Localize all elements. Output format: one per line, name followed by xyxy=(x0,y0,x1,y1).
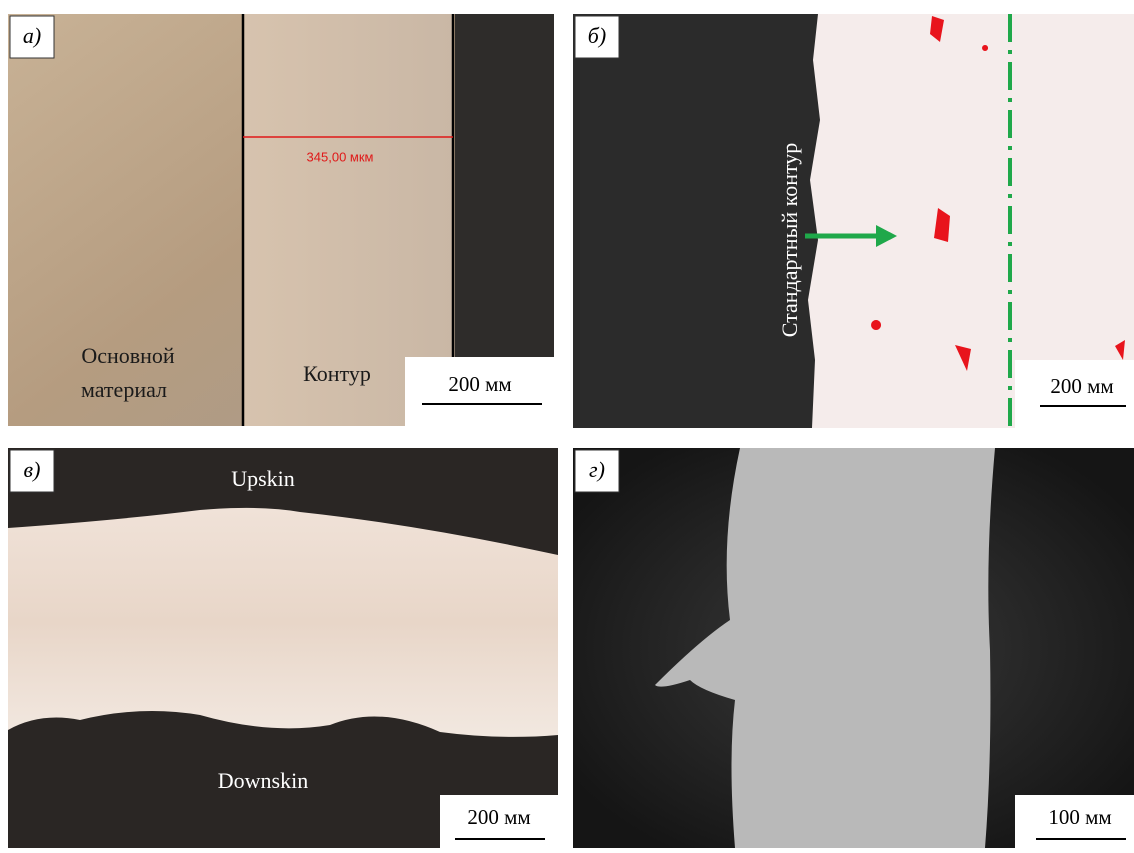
panel-b: Стандартный контур 200 мм б) xyxy=(573,14,1134,428)
annotation: Основной xyxy=(81,343,175,368)
micrograph xyxy=(8,508,558,737)
panel-d: 100 мм г) xyxy=(573,448,1134,848)
annotation: Контур xyxy=(303,361,371,386)
annotation: материал xyxy=(81,377,167,402)
scale-bar-label: 200 мм xyxy=(467,805,530,829)
panel-label: б) xyxy=(588,23,606,48)
scale-bar-label: 100 мм xyxy=(1048,805,1111,829)
annotation: Downskin xyxy=(218,768,308,793)
figure: 345,00 мкм Основной материал Контур 200 … xyxy=(0,0,1134,848)
panel-c: Upskin Downskin 200 мм в) xyxy=(8,448,558,848)
panel-a: 345,00 мкм Основной материал Контур 200 … xyxy=(8,14,554,426)
measurement: 345,00 мкм xyxy=(307,149,374,164)
scale-bar-label: 200 мм xyxy=(448,372,511,396)
annotation: Стандартный контур xyxy=(777,143,802,338)
annotation: Upskin xyxy=(231,466,295,491)
panel-label: а) xyxy=(23,23,41,48)
panel-label: г) xyxy=(589,457,605,482)
panel-label: в) xyxy=(24,457,41,482)
scale-bar-label: 200 мм xyxy=(1050,374,1113,398)
